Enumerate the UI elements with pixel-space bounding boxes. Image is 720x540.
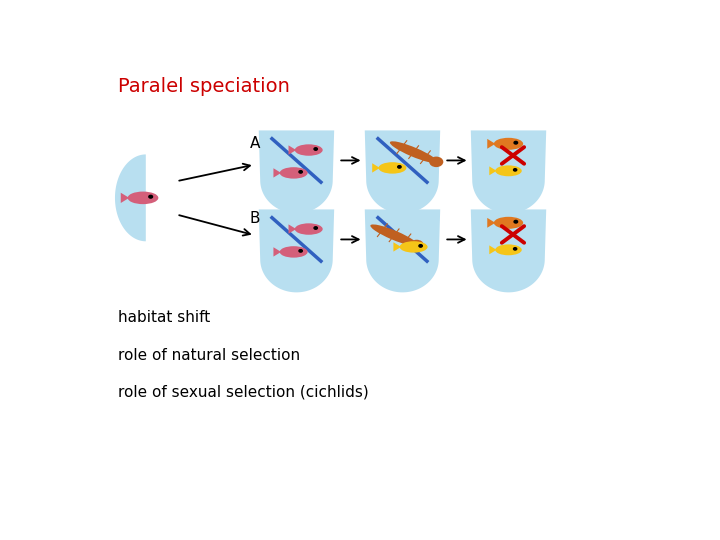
Circle shape	[514, 141, 518, 144]
Polygon shape	[365, 131, 440, 213]
Ellipse shape	[294, 144, 323, 156]
Polygon shape	[471, 210, 546, 292]
Circle shape	[149, 195, 153, 198]
Polygon shape	[393, 242, 401, 252]
Polygon shape	[258, 210, 334, 292]
Polygon shape	[365, 210, 440, 292]
Ellipse shape	[370, 225, 418, 246]
Circle shape	[513, 168, 517, 171]
Text: B: B	[249, 211, 260, 226]
Polygon shape	[490, 245, 497, 254]
Ellipse shape	[294, 224, 323, 235]
Polygon shape	[289, 224, 296, 234]
Text: A: A	[249, 136, 260, 151]
Ellipse shape	[390, 141, 437, 163]
Circle shape	[299, 171, 302, 173]
Ellipse shape	[279, 167, 307, 179]
Polygon shape	[274, 168, 281, 178]
Circle shape	[314, 148, 318, 150]
Circle shape	[397, 166, 401, 168]
Ellipse shape	[494, 217, 523, 229]
Polygon shape	[258, 131, 334, 213]
Polygon shape	[487, 218, 495, 228]
Ellipse shape	[379, 162, 406, 174]
Polygon shape	[289, 145, 296, 155]
Polygon shape	[487, 139, 495, 148]
Text: Paralel speciation: Paralel speciation	[118, 77, 289, 96]
Ellipse shape	[495, 165, 522, 176]
Circle shape	[299, 249, 302, 252]
Polygon shape	[274, 247, 281, 256]
Ellipse shape	[127, 192, 158, 204]
Polygon shape	[490, 166, 497, 176]
Polygon shape	[121, 193, 129, 203]
Ellipse shape	[495, 245, 522, 255]
Text: role of natural selection: role of natural selection	[118, 348, 300, 362]
Polygon shape	[372, 163, 380, 173]
Circle shape	[429, 157, 444, 167]
Circle shape	[314, 227, 318, 229]
Circle shape	[410, 240, 424, 250]
Text: role of sexual selection (cichlids): role of sexual selection (cichlids)	[118, 385, 369, 400]
Ellipse shape	[494, 138, 523, 150]
Circle shape	[419, 245, 423, 247]
Polygon shape	[115, 154, 145, 241]
Text: habitat shift: habitat shift	[118, 310, 210, 325]
Circle shape	[513, 248, 517, 250]
Circle shape	[514, 220, 518, 223]
Ellipse shape	[279, 246, 307, 258]
Ellipse shape	[400, 241, 428, 253]
Polygon shape	[471, 131, 546, 213]
